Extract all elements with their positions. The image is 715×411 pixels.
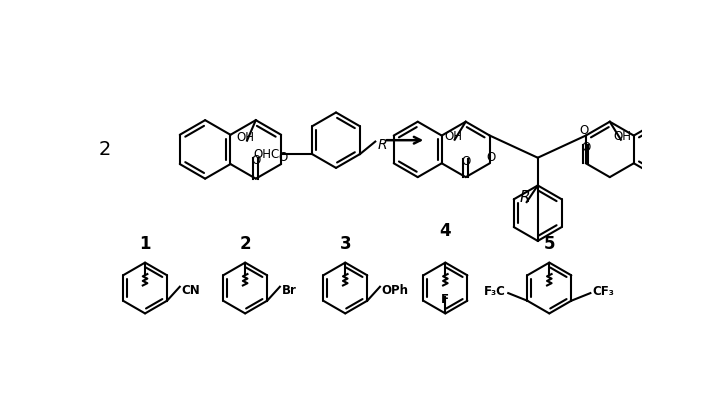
Text: OPh: OPh: [382, 284, 408, 298]
Text: 4: 4: [440, 222, 451, 240]
Text: O: O: [278, 151, 287, 164]
Text: O: O: [487, 151, 496, 164]
Text: OH: OH: [237, 131, 255, 144]
Text: O: O: [580, 124, 589, 137]
Text: 5: 5: [543, 235, 555, 253]
Text: CN: CN: [182, 284, 200, 298]
Text: O: O: [461, 155, 470, 168]
Text: Br: Br: [282, 284, 296, 298]
Text: R: R: [520, 190, 531, 205]
Text: OH: OH: [444, 130, 462, 143]
Text: 2: 2: [99, 140, 112, 159]
Text: 1: 1: [139, 235, 151, 253]
Text: R: R: [378, 139, 388, 152]
Text: CF₃: CF₃: [593, 285, 615, 298]
Text: OHC: OHC: [253, 148, 280, 161]
Text: 2: 2: [240, 235, 251, 253]
Text: 3: 3: [340, 235, 351, 253]
Text: F: F: [441, 293, 449, 306]
Text: OH: OH: [613, 130, 631, 143]
Text: F₃C: F₃C: [484, 285, 506, 298]
Text: O: O: [581, 141, 591, 155]
Text: O: O: [251, 154, 260, 166]
